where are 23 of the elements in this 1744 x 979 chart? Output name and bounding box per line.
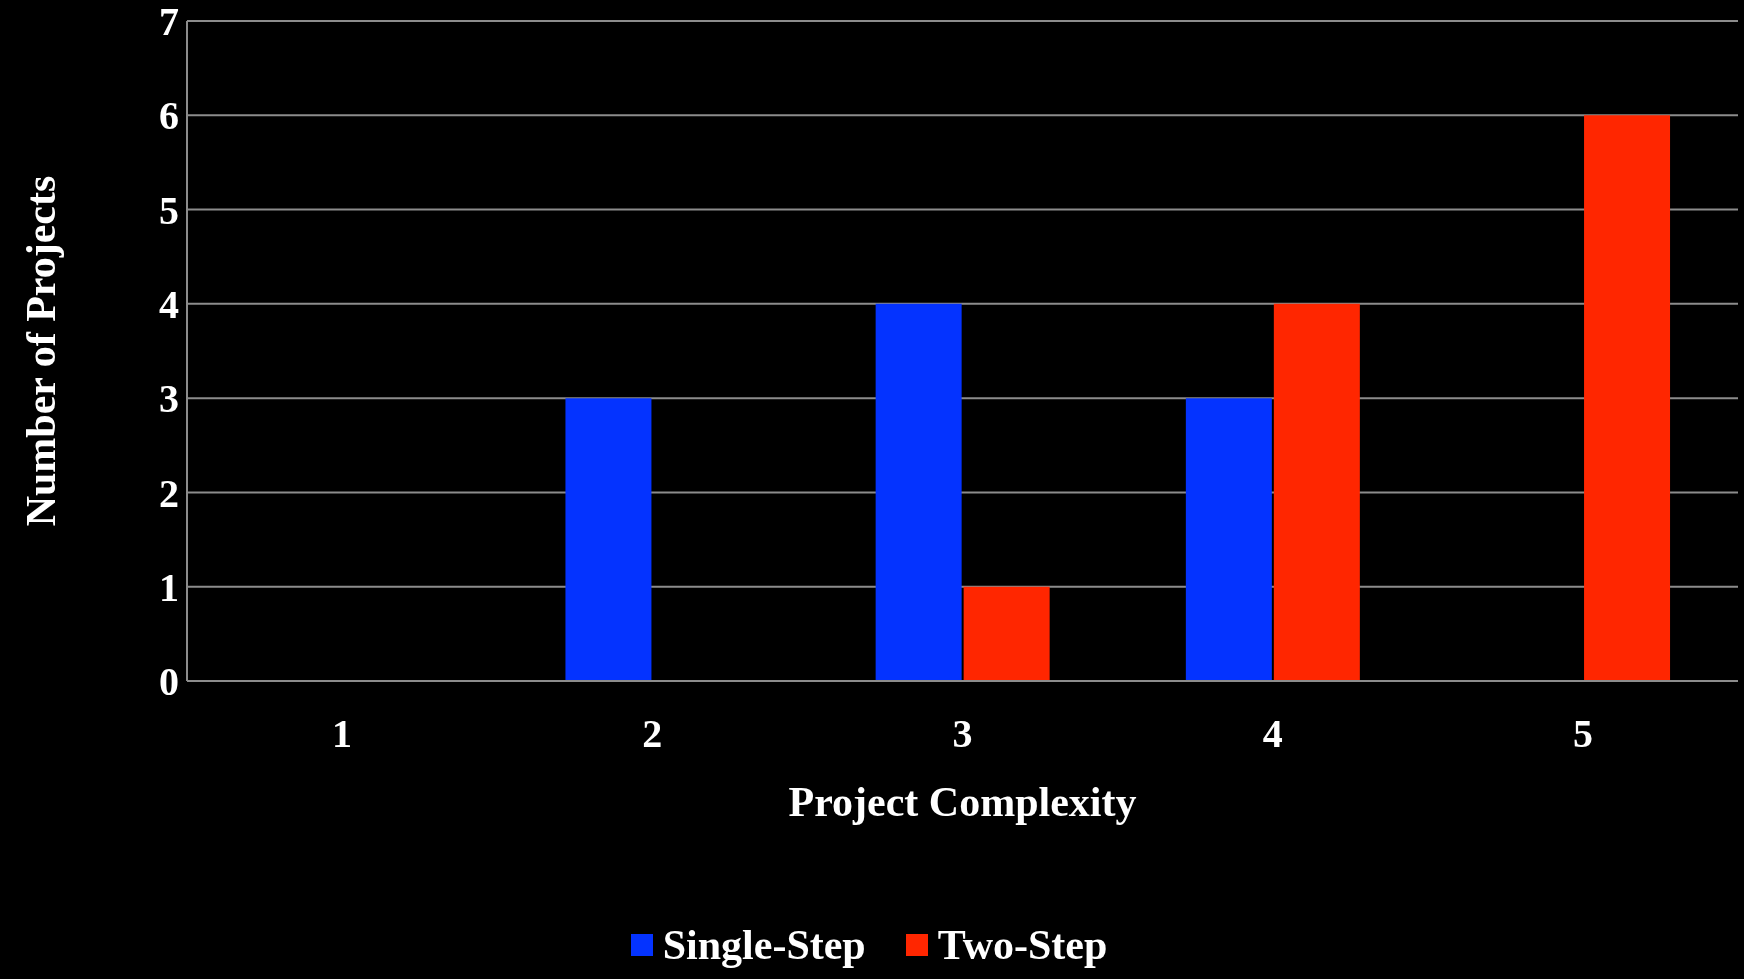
bar — [1273, 303, 1360, 681]
bar — [1185, 398, 1272, 681]
bar — [963, 586, 1050, 681]
y-tick-label: 5 — [159, 187, 179, 233]
y-tick-label: 1 — [159, 564, 179, 610]
y-axis-title: Number of Projects — [17, 175, 64, 527]
legend-label: Single-Step — [662, 921, 866, 969]
x-axis-title: Project Complexity — [788, 778, 1137, 825]
bar — [875, 303, 962, 681]
legend-label: Two-Step — [937, 921, 1108, 969]
x-tick-label: 5 — [1572, 711, 1593, 757]
y-tick-label: 0 — [159, 659, 179, 705]
x-tick-label: 2 — [642, 711, 663, 757]
x-tick-label: 3 — [952, 711, 973, 757]
y-tick-label: 7 — [159, 0, 179, 45]
y-tick-label: 2 — [159, 470, 179, 516]
x-tick-label: 4 — [1262, 711, 1283, 757]
x-tick-label: 1 — [332, 711, 353, 757]
y-tick-label: 6 — [159, 93, 179, 139]
y-tick-label: 3 — [159, 376, 179, 422]
y-tick-label: 4 — [159, 282, 179, 328]
bar — [565, 398, 652, 681]
bar — [1584, 115, 1671, 681]
